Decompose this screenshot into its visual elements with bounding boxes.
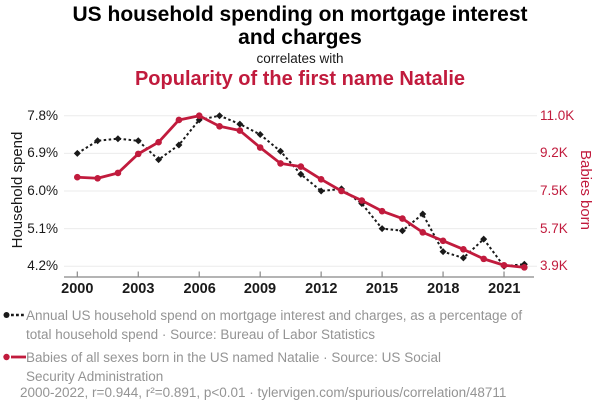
chart-subtitle-natalie: Popularity of the first name Natalie <box>134 68 466 90</box>
y-axis-right-title: Babies born <box>577 149 594 231</box>
dotted-line-marker-icon <box>3 312 26 318</box>
y-axis-right-tick: 5.7K <box>540 220 568 236</box>
y-axis-left-title: Household spend <box>9 131 26 249</box>
legend-text: Babies of all sexes born in the US named… <box>26 350 441 384</box>
x-axis-tick: 2018 <box>427 281 460 297</box>
x-axis-tick: 2012 <box>305 281 338 297</box>
y-axis-right-tick: 9.2K <box>540 145 568 161</box>
x-axis-tick: 2000 <box>61 281 94 297</box>
x-axis-tick: 2006 <box>183 281 216 297</box>
correlates-with-text: correlates with <box>256 51 344 66</box>
y-axis-right-tick: 11.0K <box>540 107 575 123</box>
y-axis-left-tick: 6.9% <box>27 145 58 161</box>
x-axis-tick: 2009 <box>243 281 277 297</box>
chart-title: US household spending on mortgage intere… <box>72 3 528 49</box>
legend-text: Annual US household spend on mortgage in… <box>26 308 523 342</box>
stats-and-source-footer: 2000-2022, r=0.944, r²=0.891, p<0.01 · t… <box>20 385 507 400</box>
x-axis-tick: 2015 <box>365 281 399 297</box>
y-axis-right-tick: 7.5K <box>540 183 568 198</box>
x-axis-tick: 2021 <box>488 281 521 297</box>
y-axis-left-tick: 6.0% <box>27 183 58 198</box>
solid-line-marker-icon <box>3 353 26 361</box>
x-axis-tick: 2003 <box>122 281 155 297</box>
y-axis-left-tick: 5.1% <box>27 220 58 236</box>
y-axis-right-tick: 3.9K <box>540 258 568 274</box>
y-axis-left-tick: 7.8% <box>27 107 58 123</box>
y-axis-left-tick: 4.2% <box>27 258 58 274</box>
